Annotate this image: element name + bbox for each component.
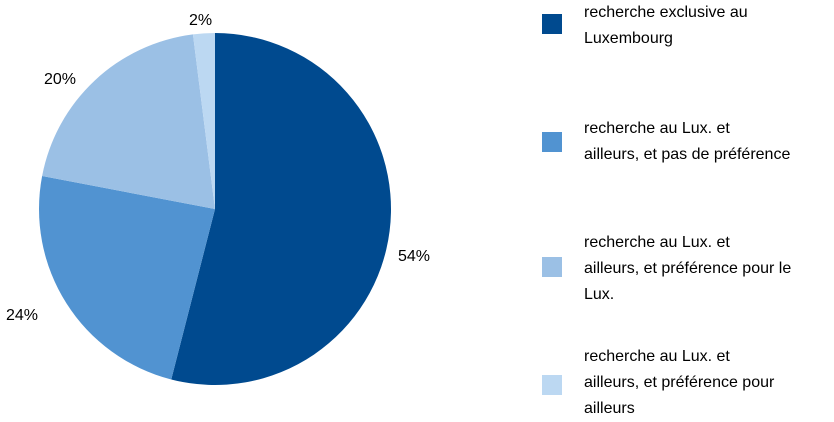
value-label-exclusive-luxembourg: 54% xyxy=(398,248,430,265)
value-label-preference-elsewhere: 2% xyxy=(189,12,212,29)
legend-label: recherche au Lux. et ailleurs, et pas de… xyxy=(584,120,791,163)
pie-slice-preference-elsewhere xyxy=(192,33,215,209)
legend-label: recherche au Lux. et ailleurs, et préfér… xyxy=(584,234,792,303)
pie-slice-no-preference xyxy=(39,176,215,380)
legend-swatch xyxy=(542,14,562,34)
legend-swatch xyxy=(542,257,562,277)
legend-swatch xyxy=(542,375,562,395)
value-label-preference-luxembourg: 20% xyxy=(44,71,76,88)
value-label-no-preference: 24% xyxy=(6,307,38,324)
pie-slices xyxy=(39,32,392,385)
legend: recherche exclusive au Luxembourg recher… xyxy=(542,0,834,418)
legend-label: recherche exclusive au Luxembourg xyxy=(584,4,748,47)
legend-swatch xyxy=(542,132,562,152)
pie-value-labels: 54% 24% 20% 2% xyxy=(6,12,430,324)
pie-slice-exclusive-luxembourg xyxy=(171,32,392,385)
pie-slice-preference-luxembourg xyxy=(42,34,216,209)
legend-label: recherche au Lux. et ailleurs, et préfér… xyxy=(584,348,775,417)
